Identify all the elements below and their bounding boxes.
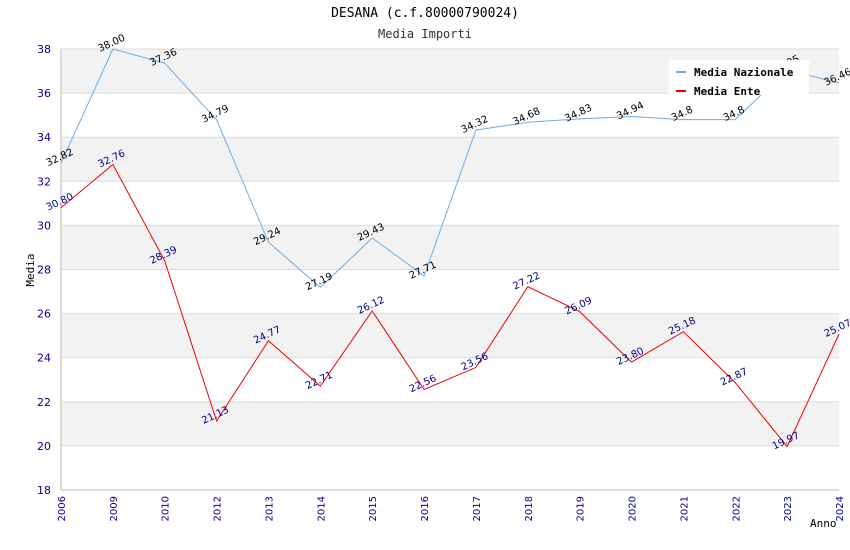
- y-tick-label: 34: [37, 131, 51, 144]
- chart-subtitle: Media Importi: [378, 27, 472, 41]
- x-tick-label: 2009: [109, 496, 120, 521]
- x-tick-label: 2012: [213, 496, 224, 521]
- y-tick-label: 28: [37, 264, 51, 277]
- x-tick-label: 2022: [731, 496, 742, 521]
- x-tick-label: 2013: [264, 496, 275, 521]
- legend: Media Nazionale Media Ente: [669, 60, 809, 98]
- data-label-nazionale: 34.8: [670, 105, 695, 124]
- y-tick-label: 22: [37, 396, 51, 409]
- y-tick-label: 38: [37, 43, 51, 56]
- x-tick-label: 2020: [628, 496, 639, 521]
- x-tick-label: 2006: [57, 496, 68, 521]
- legend-entry: Media Ente: [694, 85, 761, 98]
- x-tick-label: 2014: [316, 496, 327, 521]
- data-label-ente: 22.71: [304, 370, 335, 392]
- x-tick-label: 2024: [835, 496, 846, 521]
- data-label-nazionale: 34.68: [511, 106, 542, 128]
- data-label-nazionale: 27.19: [304, 271, 335, 293]
- y-tick-label: 32: [37, 175, 51, 188]
- series-line-media-nazionale: [60, 48, 840, 289]
- y-tick-label: 20: [37, 440, 51, 453]
- data-label-nazionale: 34.83: [563, 103, 594, 125]
- y-tick-label: 36: [37, 87, 51, 100]
- grid-band: [61, 401, 839, 446]
- axes: [60, 49, 839, 491]
- x-tick-labels: 2006 2009 2010 2012 2013 2014 2015 2016 2017 2018…: [57, 496, 846, 521]
- y-axis-label: Media: [24, 253, 37, 286]
- data-label-ente: 30.80: [45, 191, 76, 213]
- data-label-nazionale: 34.94: [615, 100, 646, 122]
- y-tick-labels: 18 20 22 24 26 28 30 32 34 36 38: [37, 43, 51, 497]
- x-tick-label: 2010: [161, 496, 172, 521]
- data-label-nazionale: 34.8: [722, 105, 747, 124]
- x-tick-label: 2017: [472, 496, 483, 521]
- grid-lines: [61, 48, 839, 491]
- grid-band: [61, 313, 839, 358]
- legend-entry: Media Nazionale: [694, 66, 794, 79]
- y-tick-label: 26: [37, 308, 51, 321]
- x-tick-label: 2019: [576, 496, 587, 521]
- y-tick-label: 30: [37, 219, 51, 232]
- x-tick-label: 2023: [783, 496, 794, 521]
- grid-band: [61, 137, 839, 182]
- y-tick-label: 18: [37, 484, 51, 497]
- series-lines: [60, 48, 840, 448]
- x-tick-label: 2021: [679, 496, 690, 521]
- chart-title: DESANA (c.f.80000790024): [331, 6, 519, 21]
- grid-bands: [61, 49, 839, 446]
- x-tick-label: 2015: [368, 496, 379, 521]
- grid-band: [61, 225, 839, 270]
- legend-box: [669, 60, 809, 95]
- data-label-ente: 22.56: [408, 373, 439, 395]
- x-axis-label: Anno: [810, 517, 837, 530]
- data-label-ente: 22.87: [719, 366, 750, 388]
- x-tick-label: 2018: [524, 496, 535, 521]
- y-tick-label: 24: [37, 352, 51, 365]
- series-line-media-ente: [60, 163, 840, 448]
- x-tick-label: 2016: [420, 496, 431, 521]
